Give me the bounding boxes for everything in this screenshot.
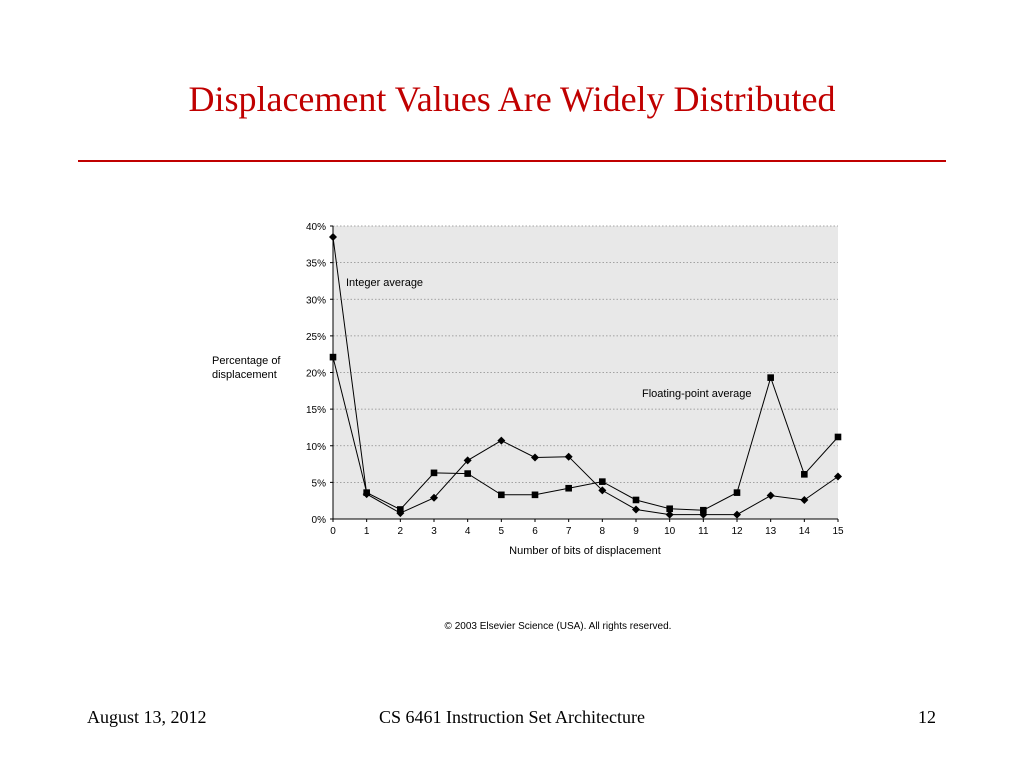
x-tick-label: 6 (532, 526, 538, 537)
data-point-floating-point (834, 433, 842, 441)
data-point-floating-point (430, 469, 438, 477)
x-tick-label: 7 (566, 526, 572, 537)
grid-lines (333, 225, 838, 483)
data-point-integer (834, 472, 842, 481)
x-tick-label: 2 (398, 526, 404, 537)
data-point-integer (329, 232, 337, 241)
data-point-floating-point (700, 506, 707, 514)
data-point-integer (766, 491, 775, 500)
data-point-integer (497, 436, 506, 445)
x-tick-label: 3 (431, 526, 437, 537)
footer-date: August 13, 2012 (87, 707, 207, 727)
y-tick-label: 25% (306, 332, 326, 343)
x-tick-label: 10 (664, 526, 676, 537)
title-divider (78, 160, 946, 162)
data-point-floating-point (531, 491, 539, 499)
x-axis-label: Number of bits of displacement (509, 545, 661, 557)
y-tick-label: 35% (306, 259, 326, 270)
data-point-floating-point (363, 489, 370, 496)
y-tick-label: 15% (306, 405, 326, 416)
data-point-integer (598, 486, 607, 495)
data-point-floating-point (801, 471, 808, 478)
y-tick-label: 20% (306, 369, 326, 380)
x-tick-label: 12 (731, 526, 743, 537)
series-label-integer: Integer average (346, 277, 423, 289)
footer-page-number: 12 (918, 707, 936, 727)
data-point-integer (699, 510, 708, 519)
copyright-notice: © 2003 Elsevier Science (USA). All right… (445, 621, 672, 632)
y-tick-label: 40% (306, 222, 326, 233)
data-point-floating-point (767, 374, 774, 381)
y-axis-label-line2: displacement (212, 369, 277, 381)
data-point-integer (430, 493, 438, 502)
series-label-floating-point: Floating-point average (642, 388, 751, 400)
x-tick-label: 4 (465, 526, 471, 537)
data-point-integer (531, 453, 539, 462)
x-tick-label: 13 (765, 526, 777, 537)
x-tick-label: 11 (698, 526, 709, 537)
axes (330, 225, 839, 522)
data-point-floating-point (666, 505, 673, 513)
data-point-floating-point (599, 478, 606, 485)
data-point-floating-point (565, 484, 572, 492)
x-tick-label: 15 (832, 526, 844, 537)
data-point-floating-point (329, 353, 337, 361)
x-tick-label: 0 (330, 526, 336, 537)
y-tick-label: 0% (312, 515, 327, 526)
data-point-floating-point (498, 491, 505, 499)
footer-course-title: CS 6461 Instruction Set Architecture (379, 707, 645, 727)
data-point-integer (463, 456, 472, 465)
data-point-floating-point (464, 470, 471, 477)
x-tick-label: 9 (633, 526, 639, 537)
y-axis-label-line1: Percentage of (212, 355, 281, 367)
labels-layer: 0%5%10%15%20%25%30%35%40%0 1 2 3 4 5 6 7 8 9 10 11 1… (306, 222, 844, 537)
x-tick-label: 8 (600, 526, 606, 537)
data-point-integer (665, 510, 674, 519)
y-tick-label: 10% (306, 442, 326, 453)
x-tick-label: 1 (364, 526, 370, 537)
y-tick-label: 30% (306, 295, 326, 306)
slide-title: Displacement Values Are Widely Distribut… (188, 79, 836, 119)
x-tick-label: 14 (799, 526, 811, 537)
data-point-integer (733, 510, 741, 519)
data-point-floating-point (632, 496, 640, 504)
data-point-integer (632, 505, 640, 514)
x-tick-label: 5 (499, 526, 505, 537)
data-point-floating-point (397, 506, 404, 513)
series-layer (329, 232, 842, 519)
series-line-integer (332, 236, 839, 516)
data-point-integer (800, 495, 809, 504)
y-tick-label: 5% (312, 478, 327, 489)
data-point-integer (564, 452, 573, 461)
series-line-floating-point (332, 356, 839, 511)
data-point-floating-point (733, 489, 741, 496)
